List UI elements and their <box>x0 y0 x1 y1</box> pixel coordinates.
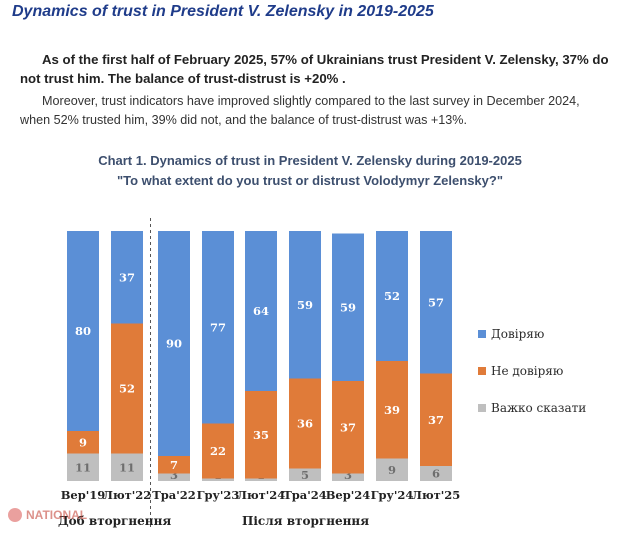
x-tick-label: Лют'24 <box>237 488 286 502</box>
data-label: 59 <box>340 300 356 314</box>
bar-segment-trust <box>202 231 234 424</box>
bar-segment-trust <box>158 231 190 456</box>
data-label: 80 <box>75 324 91 338</box>
bar-segment-distrust <box>245 391 277 479</box>
bar-segment-distrust <box>111 323 143 454</box>
data-label: 3 <box>170 468 178 482</box>
data-label: 52 <box>119 382 135 396</box>
bar-segment-distrust <box>202 423 234 479</box>
legend-swatch <box>478 404 486 412</box>
comparison-paragraph: Moreover, trust indicators have improved… <box>20 94 580 127</box>
bar-segment-distrust <box>158 456 190 474</box>
data-label: 3 <box>344 468 352 482</box>
watermark-logo: NATIONAL <box>8 508 87 522</box>
data-label: 36 <box>297 417 313 431</box>
data-label: 7 <box>170 458 178 472</box>
data-label: 37 <box>340 420 356 434</box>
data-label: 37 <box>119 270 135 284</box>
bar-segment-hard-to-say <box>67 453 99 481</box>
data-label: 5 <box>301 468 309 482</box>
data-label: 35 <box>253 428 269 442</box>
bar-segment-trust <box>111 231 143 324</box>
legend-label: Важко сказати <box>491 401 586 415</box>
data-label: 90 <box>166 337 182 351</box>
page-heading: Dynamics of trust in President V. Zelens… <box>12 3 434 20</box>
data-label: 64 <box>253 304 269 318</box>
bar-segment-hard-to-say <box>289 468 321 481</box>
legend-swatch <box>478 330 486 338</box>
bar-segment-trust <box>289 231 321 379</box>
data-label: 6 <box>432 467 440 481</box>
summary-paragraph: As of the first half of February 2025, 5… <box>20 52 609 86</box>
data-label: 9 <box>388 463 396 477</box>
legend-label: Довіряю <box>491 327 544 341</box>
legend-swatch <box>478 367 486 375</box>
data-label: 77 <box>210 320 226 334</box>
bar-segment-distrust <box>332 381 364 474</box>
data-label: 52 <box>384 289 400 303</box>
bar-segment-distrust <box>289 378 321 469</box>
bar-segment-trust <box>245 231 277 391</box>
x-tick-label: Гру'24 <box>371 488 414 502</box>
data-label: 9 <box>79 435 87 449</box>
bar-segment-trust <box>376 231 408 361</box>
x-tick-label: Вер'24 <box>326 488 371 502</box>
watermark-icon <box>8 508 22 522</box>
x-tick-label: Гру'23 <box>197 488 240 502</box>
bar-segment-hard-to-say <box>202 478 234 481</box>
data-label: 39 <box>384 403 400 417</box>
bar-segment-hard-to-say <box>420 466 452 481</box>
bar-segment-hard-to-say <box>158 473 190 481</box>
chart-subtitle: "To what extent do you trust or distrust… <box>116 173 503 188</box>
data-label: 11 <box>75 460 91 474</box>
x-tick-label: Тра'24 <box>283 488 327 502</box>
bar-segment-hard-to-say <box>376 458 408 481</box>
x-tick-label: Тра'22 <box>152 488 196 502</box>
x-tick-label: Вер'19 <box>61 488 106 502</box>
data-label: 11 <box>119 460 135 474</box>
x-tick-label: Лют'25 <box>412 488 461 502</box>
data-label: 57 <box>428 295 444 309</box>
bar-segment-trust <box>67 231 99 431</box>
period-label-after: Після вторгнення <box>242 514 370 528</box>
bar-segment-distrust <box>376 361 408 459</box>
bar-segment-hard-to-say <box>245 478 277 481</box>
chart-title: Chart 1. Dynamics of trust in President … <box>98 153 522 168</box>
bar-segment-distrust <box>67 431 99 454</box>
data-label: 22 <box>210 444 226 458</box>
legend-label: Не довіряю <box>491 364 563 378</box>
data-label: 59 <box>297 298 313 312</box>
x-tick-label: Лют'22 <box>103 488 152 502</box>
bar-segment-trust <box>332 233 364 381</box>
bar-segment-trust <box>420 231 452 374</box>
bar-segment-distrust <box>420 373 452 466</box>
bar-segment-hard-to-say <box>111 453 143 481</box>
data-label: 37 <box>428 413 444 427</box>
period-label-before: Доб вторгнення <box>58 514 172 528</box>
watermark-text: NATIONAL <box>26 508 88 522</box>
bar-segment-hard-to-say <box>332 473 364 481</box>
